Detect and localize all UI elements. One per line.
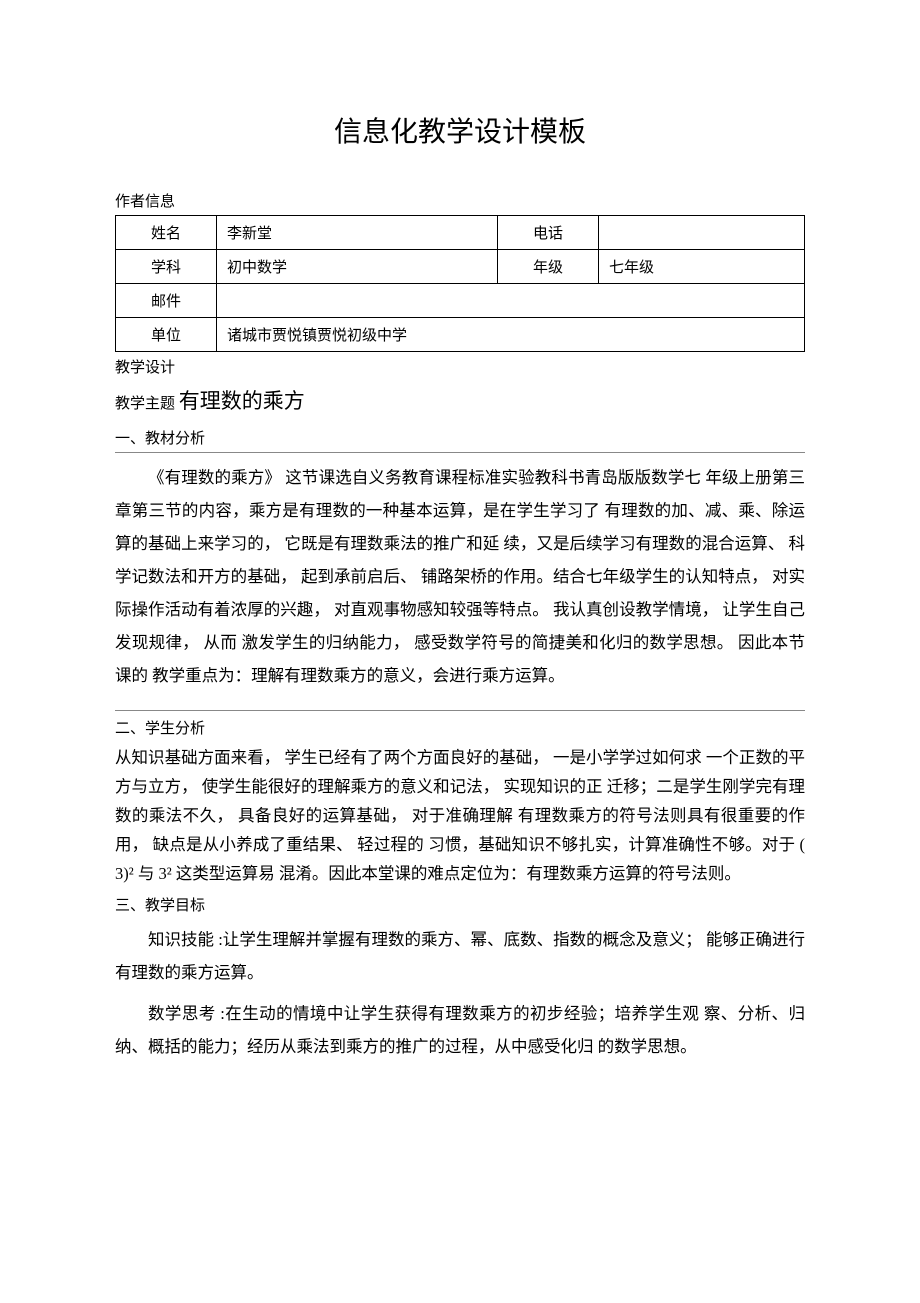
phone-label: 电话	[498, 216, 599, 250]
design-section-label: 教学设计	[115, 356, 805, 377]
section-3-p2: 数学思考 :在生动的情境中让学生获得有理数乘方的初步经验；培养学生观 察、分析、…	[115, 997, 805, 1063]
email-label: 邮件	[116, 284, 217, 318]
section-2-heading: 二、学生分析	[115, 717, 805, 738]
topic-label: 教学主题	[115, 396, 175, 412]
subject-label: 学科	[116, 250, 217, 284]
unit-label: 单位	[116, 318, 217, 352]
document-title: 信息化教学设计模板	[115, 110, 805, 150]
section-3-heading: 三、教学目标	[115, 894, 805, 915]
page: 信息化教学设计模板 作者信息 姓名 李新堂 电话 学科 初中数学 年级 七年级 …	[0, 0, 920, 1141]
topic-value: 有理数的乘方	[179, 389, 305, 413]
section-1-body: 《有理数的乘方》 这节课选自义务教育课程标准实验教科书青岛版版数学七 年级上册第…	[115, 461, 805, 692]
section-2-body: 从知识基础方面来看， 学生已经有了两个方面良好的基础， 一是小学学过如何求 一个…	[115, 744, 805, 888]
grade-value: 七年级	[599, 250, 805, 284]
topic-line: 教学主题 有理数的乘方	[115, 385, 805, 415]
section-3-p1: 知识技能 :让学生理解并掌握有理数的乘方、幂、底数、指数的概念及意义； 能够正确…	[115, 923, 805, 989]
table-row: 学科 初中数学 年级 七年级	[116, 250, 805, 284]
email-value	[217, 284, 805, 318]
phone-value	[599, 216, 805, 250]
table-row: 单位 诸城市贾悦镇贾悦初级中学	[116, 318, 805, 352]
name-label: 姓名	[116, 216, 217, 250]
author-info-table: 姓名 李新堂 电话 学科 初中数学 年级 七年级 邮件 单位 诸城市贾悦镇贾悦初…	[115, 215, 805, 352]
section-1-heading: 一、教材分析	[115, 427, 805, 453]
divider	[115, 710, 805, 711]
unit-value: 诸城市贾悦镇贾悦初级中学	[217, 318, 805, 352]
grade-label: 年级	[498, 250, 599, 284]
subject-value: 初中数学	[217, 250, 498, 284]
table-row: 姓名 李新堂 电话	[116, 216, 805, 250]
table-row: 邮件	[116, 284, 805, 318]
author-section-label: 作者信息	[115, 190, 805, 211]
name-value: 李新堂	[217, 216, 498, 250]
